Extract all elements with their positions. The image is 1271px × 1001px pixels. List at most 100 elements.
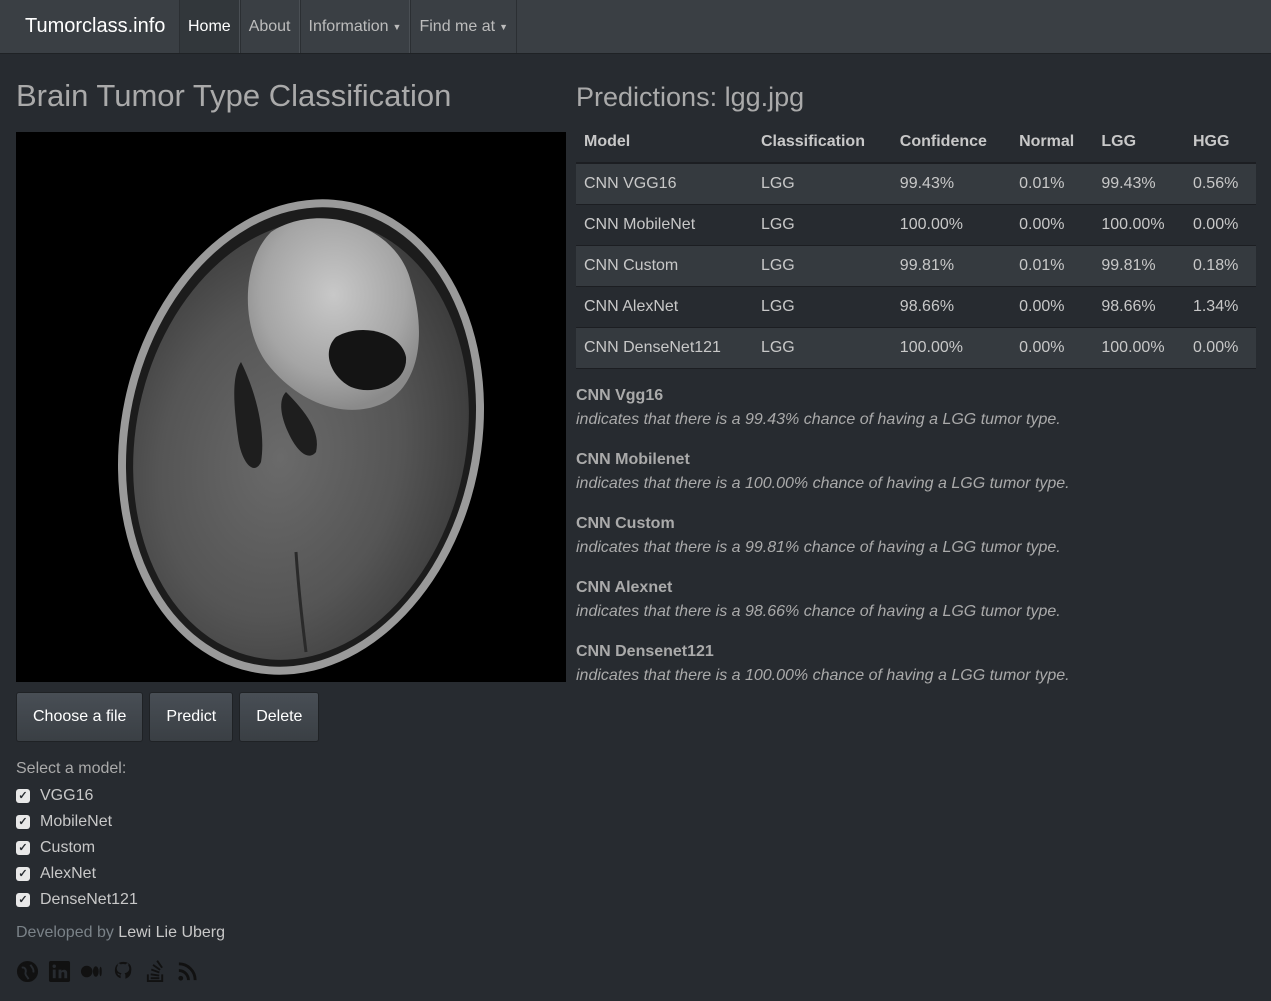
table-cell: LGG xyxy=(752,203,892,245)
table-cell: 100.00% xyxy=(891,326,1012,369)
model-checkbox-list: ✓ VGG16 ✓ MobileNet ✓ Custom ✓ AlexNet ✓ Dens… xyxy=(16,783,138,913)
prediction-summary: CNN Vgg16 indicates that there is a 99.4… xyxy=(576,386,1256,450)
nav-home[interactable]: Home xyxy=(179,0,240,53)
table-row: CNN AlexNet LGG 98.66% 0.00% 98.66% 1.34… xyxy=(576,285,1256,327)
column-header: HGG xyxy=(1184,122,1256,164)
column-header: Normal xyxy=(1011,122,1094,164)
table-cell: 100.00% xyxy=(891,203,1012,245)
summary-model-name: CNN Custom xyxy=(576,515,675,532)
footer-prefix: Developed by xyxy=(16,924,114,941)
summary-model-name: CNN Densenet121 xyxy=(576,643,714,660)
table-cell: 99.81% xyxy=(1093,244,1185,286)
summary-text: indicates that there is a 100.00% chance… xyxy=(576,667,1070,684)
model-option-label: DenseNet121 xyxy=(40,891,138,908)
table-row: CNN Custom LGG 99.81% 0.01% 99.81% 0.18% xyxy=(576,244,1256,286)
checkbox-checked-icon[interactable]: ✓ xyxy=(16,893,30,907)
table-cell: 0.00% xyxy=(1011,203,1094,245)
model-option-label: MobileNet xyxy=(40,813,113,830)
table-cell: LGG xyxy=(752,285,892,327)
column-header: Confidence xyxy=(891,122,1012,164)
predict-button[interactable]: Predict xyxy=(149,692,234,742)
nav-find-me-dropdown[interactable]: Find me at ▼ xyxy=(410,0,517,53)
globe-icon[interactable] xyxy=(16,960,39,983)
table-cell: 0.01% xyxy=(1011,162,1094,204)
predictions-table: Model Classification Confidence Normal L… xyxy=(576,122,1256,369)
table-row: CNN MobileNet LGG 100.00% 0.00% 100.00% … xyxy=(576,203,1256,245)
rss-icon[interactable] xyxy=(176,960,199,983)
table-cell: 0.56% xyxy=(1184,162,1256,204)
table-row: CNN DenseNet121 LGG 100.00% 0.00% 100.00… xyxy=(576,326,1256,369)
prediction-summaries: CNN Vgg16 indicates that there is a 99.4… xyxy=(576,386,1256,706)
brain-mri-scan xyxy=(16,132,566,682)
column-header: Model xyxy=(576,122,753,164)
model-option-custom[interactable]: ✓ Custom xyxy=(16,835,138,861)
nav-about[interactable]: About xyxy=(239,0,300,53)
table-cell: CNN VGG16 xyxy=(576,162,753,204)
model-option-label: AlexNet xyxy=(40,865,97,882)
table-cell: 100.00% xyxy=(1093,203,1185,245)
checkbox-checked-icon[interactable]: ✓ xyxy=(16,815,30,829)
table-cell: 99.43% xyxy=(1093,162,1185,204)
table-header-row: Model Classification Confidence Normal L… xyxy=(576,122,1256,164)
stackoverflow-icon[interactable] xyxy=(144,960,167,983)
summary-model-name: CNN Vgg16 xyxy=(576,387,664,404)
checkbox-checked-icon[interactable]: ✓ xyxy=(16,867,30,881)
table-cell: 0.00% xyxy=(1011,285,1094,327)
model-option-densenet121[interactable]: ✓ DenseNet121 xyxy=(16,887,138,913)
table-cell: CNN AlexNet xyxy=(576,285,753,327)
brand-link[interactable]: Tumorclass.info xyxy=(25,15,166,37)
checkbox-checked-icon[interactable]: ✓ xyxy=(16,789,30,803)
model-option-vgg16[interactable]: ✓ VGG16 xyxy=(16,783,138,809)
model-option-mobilenet[interactable]: ✓ MobileNet xyxy=(16,809,138,835)
prediction-summary: CNN Densenet121 indicates that there is … xyxy=(576,642,1256,706)
github-icon[interactable] xyxy=(112,960,135,983)
model-option-label: Custom xyxy=(40,839,96,856)
table-cell: 99.81% xyxy=(891,244,1012,286)
nav-find-me-label: Find me at xyxy=(419,17,496,35)
nav-about-label: About xyxy=(248,17,291,35)
linkedin-icon[interactable] xyxy=(48,960,71,983)
summary-text: indicates that there is a 99.43% chance … xyxy=(576,411,1061,428)
nav-home-label: Home xyxy=(188,17,231,35)
choose-file-button[interactable]: Choose a file xyxy=(16,692,144,742)
mri-image xyxy=(16,132,566,682)
table-cell: 98.66% xyxy=(891,285,1012,327)
table-cell: 0.00% xyxy=(1184,203,1256,245)
table-cell: 98.66% xyxy=(1093,285,1185,327)
navbar: Tumorclass.info Home About Information ▼ … xyxy=(0,0,1271,54)
model-option-alexnet[interactable]: ✓ AlexNet xyxy=(16,861,138,887)
summary-model-name: CNN Alexnet xyxy=(576,579,673,596)
checkbox-checked-icon[interactable]: ✓ xyxy=(16,841,30,855)
table-cell: CNN DenseNet121 xyxy=(576,326,753,369)
prediction-summary: CNN Custom indicates that there is a 99.… xyxy=(576,514,1256,578)
summary-text: indicates that there is a 100.00% chance… xyxy=(576,475,1070,492)
table-cell: 99.43% xyxy=(891,162,1012,204)
caret-down-icon: ▼ xyxy=(392,21,402,32)
table-cell: LGG xyxy=(752,244,892,286)
prediction-summary: CNN Mobilenet indicates that there is a … xyxy=(576,450,1256,514)
table-cell: 0.00% xyxy=(1184,326,1256,369)
table-cell: CNN MobileNet xyxy=(576,203,753,245)
table-cell: 100.00% xyxy=(1093,326,1185,369)
footer-credit: Developed by Lewi Lie Uberg xyxy=(16,924,225,942)
author-link[interactable]: Lewi Lie Uberg xyxy=(118,924,226,941)
table-cell: 0.00% xyxy=(1011,326,1094,369)
table-cell: 1.34% xyxy=(1184,285,1256,327)
nav-information-dropdown[interactable]: Information ▼ xyxy=(299,0,411,53)
social-links xyxy=(16,960,199,983)
page-title: Brain Tumor Type Classification xyxy=(16,78,452,113)
table-row: CNN VGG16 LGG 99.43% 0.01% 99.43% 0.56% xyxy=(576,162,1256,204)
model-option-label: VGG16 xyxy=(40,787,94,804)
table-cell: CNN Custom xyxy=(576,244,753,286)
nav-information-label: Information xyxy=(308,17,389,35)
column-header: LGG xyxy=(1093,122,1185,164)
table-cell: LGG xyxy=(752,326,892,369)
summary-model-name: CNN Mobilenet xyxy=(576,451,690,468)
prediction-summary: CNN Alexnet indicates that there is a 98… xyxy=(576,578,1256,642)
medium-icon[interactable] xyxy=(80,960,103,983)
delete-button[interactable]: Delete xyxy=(239,692,320,742)
action-buttons: Choose a file Predict Delete xyxy=(16,692,320,742)
summary-text: indicates that there is a 98.66% chance … xyxy=(576,603,1061,620)
table-cell: 0.18% xyxy=(1184,244,1256,286)
table-cell: LGG xyxy=(752,162,892,204)
